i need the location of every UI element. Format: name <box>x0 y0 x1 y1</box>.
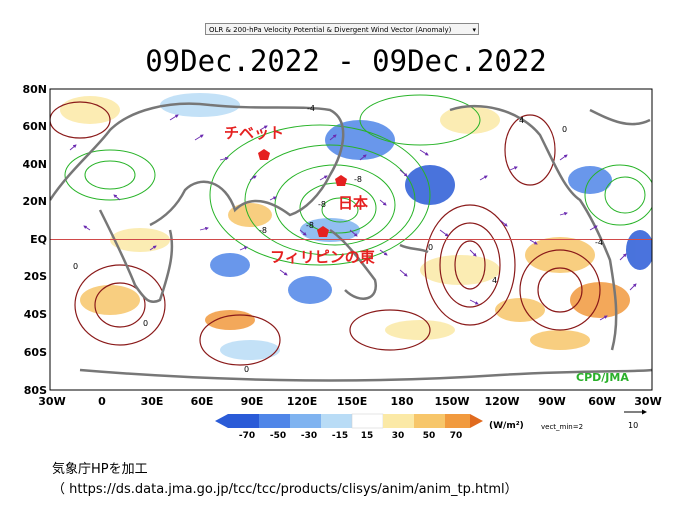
colorbar-segment <box>321 414 352 428</box>
lat-label: 40S <box>24 308 47 321</box>
colorbar-low-triangle <box>215 414 228 428</box>
lat-label: 60S <box>24 346 47 359</box>
lon-label: 180 <box>391 395 414 408</box>
colorbar-tick: -70 <box>239 431 255 441</box>
lon-label: 150E <box>337 395 367 408</box>
field-selector[interactable]: OLR & 200-hPa Velocity Potential & Diver… <box>205 23 479 35</box>
contour-label: 0 <box>244 365 249 374</box>
annotation-markers <box>258 149 347 237</box>
source-note: 気象庁HPを加工 <box>52 462 148 477</box>
colorbar-segment <box>351 413 384 429</box>
colorbar-segment <box>228 414 259 428</box>
contour-label: -8 <box>306 221 314 230</box>
colorbar-segment <box>290 414 321 428</box>
contour-label: -8 <box>259 226 267 235</box>
colorbar-unit: (W/m²) <box>489 421 524 431</box>
lat-label: 40N <box>22 158 47 171</box>
colorbar-tick: 70 <box>450 431 463 441</box>
lon-label: 120E <box>287 395 317 408</box>
annotation-labels: チベット 日本 フィリピンの東 <box>224 124 375 266</box>
contour-label: -4 <box>307 104 315 113</box>
lon-label: 120W <box>484 395 519 408</box>
credit-label: CPD/JMA <box>576 371 629 384</box>
vect-min-label: vect_min=2 <box>541 423 583 431</box>
colorbar-tick: -15 <box>332 431 348 441</box>
lat-label: 20N <box>22 195 47 208</box>
contour-label: -8 <box>354 175 362 184</box>
contour-label: 4 <box>492 276 497 285</box>
contour-label: -4 <box>595 238 603 247</box>
contour-labels: -4 -8 -8 -8 -8 -4 0 0 4 4 0 0 0 <box>73 104 603 374</box>
lon-label: 30W <box>38 395 65 408</box>
colorbar-high-triangle <box>470 414 483 428</box>
lon-label: 30E <box>141 395 164 408</box>
colorbar-segment <box>414 414 445 428</box>
contour-label: 4 <box>519 116 524 125</box>
japan-label: 日本 <box>338 194 368 212</box>
lon-label: 60W <box>588 395 615 408</box>
lon-label: 0 <box>98 395 106 408</box>
date-range-title: 09Dec.2022 - 09Dec.2022 <box>145 44 547 78</box>
lat-label: 60N <box>22 120 47 133</box>
lon-label: 30W <box>634 395 661 408</box>
colorbar-tick: -50 <box>270 431 286 441</box>
coastlines <box>50 102 652 382</box>
divergent-wind-vectors <box>69 114 637 321</box>
lat-label: 80N <box>22 83 47 96</box>
lat-label: 80S <box>24 384 47 397</box>
reference-vector-value: 10 <box>628 421 638 430</box>
philippines-east-label: フィリピンの東 <box>270 248 375 266</box>
lat-label: 20S <box>24 270 47 283</box>
lon-label: 150W <box>434 395 469 408</box>
lon-label: 60E <box>191 395 214 408</box>
colorbar-tick: 15 <box>361 431 374 441</box>
contour-label: 0 <box>562 125 567 134</box>
velocity-potential-positive-contours <box>50 101 601 366</box>
chevron-down-icon[interactable]: ▾ <box>472 26 476 34</box>
colorbar-segment <box>383 414 414 428</box>
colorbar-segment <box>445 414 470 428</box>
colorbar <box>215 413 483 429</box>
japan-marker <box>335 175 347 186</box>
latitude-axis: 80N 60N 40N 20N EQ 20S 40S 60S 80S <box>22 83 47 397</box>
contour-label: 0 <box>143 319 148 328</box>
contour-label: 0 <box>73 262 78 271</box>
colorbar-segment <box>259 414 290 428</box>
map-layers <box>50 93 652 382</box>
colorbar-tick: 50 <box>423 431 436 441</box>
map-border <box>49 88 653 391</box>
lat-label: EQ <box>30 233 47 246</box>
philippines-marker <box>317 226 329 237</box>
colorbar-tick: 30 <box>392 431 405 441</box>
tibet-label: チベット <box>224 124 284 142</box>
tibet-marker <box>258 149 270 160</box>
lon-label: 90W <box>538 395 565 408</box>
colorbar-ticks: -70 -50 -30 -15 15 30 50 70 <box>239 431 462 441</box>
source-url: （ https://ds.data.jma.go.jp/tcc/tcc/prod… <box>52 482 518 497</box>
colorbar-tick: -30 <box>301 431 317 441</box>
longitude-axis: 30W 0 30E 60E 90E 120E 150E 180 150W 120… <box>38 395 661 408</box>
field-selector-value: OLR & 200-hPa Velocity Potential & Diver… <box>209 26 452 34</box>
contour-label: 0 <box>428 243 433 252</box>
contour-label: -8 <box>318 200 326 209</box>
lon-label: 90E <box>241 395 264 408</box>
